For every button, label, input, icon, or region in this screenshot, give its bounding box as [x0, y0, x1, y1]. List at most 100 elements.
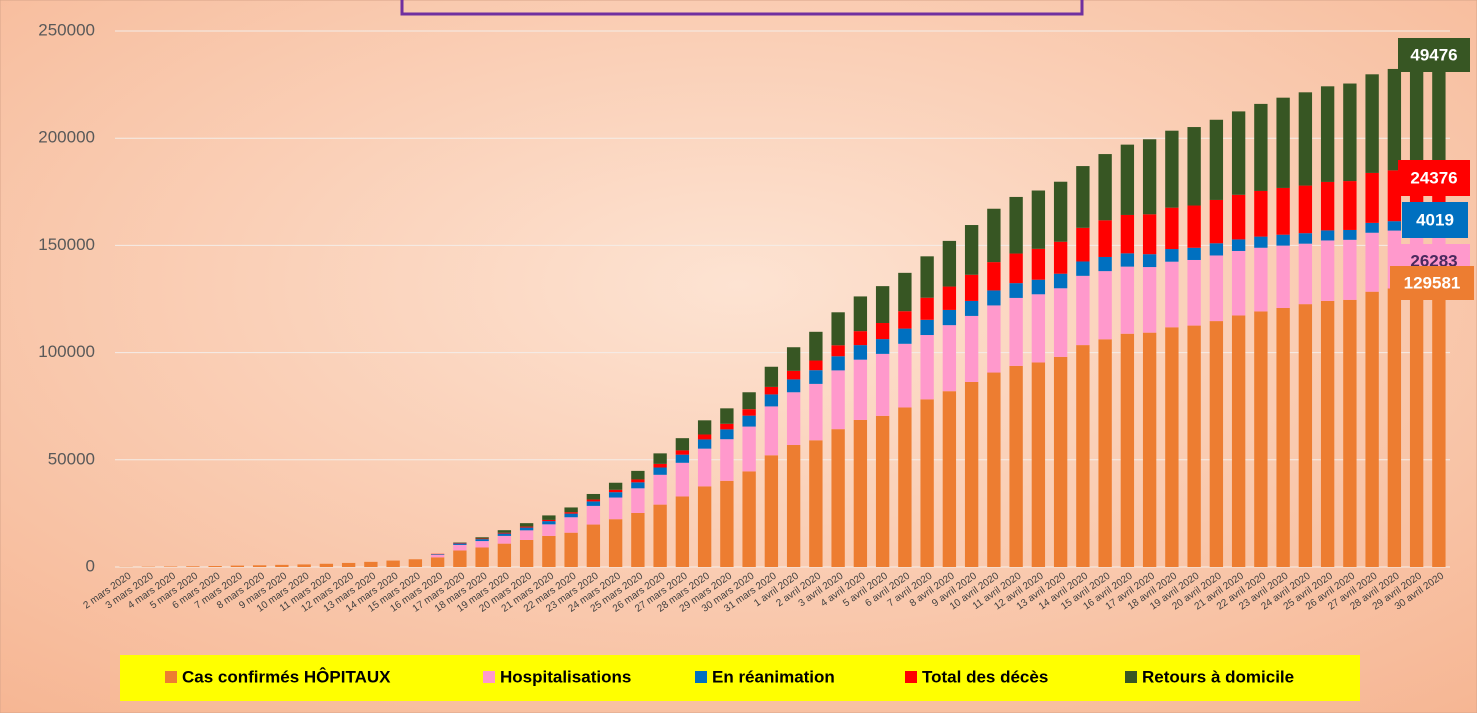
bar-segment	[943, 241, 956, 287]
bar-segment	[453, 550, 466, 567]
bar-segment	[231, 566, 244, 567]
bar-segment	[676, 463, 689, 497]
bar-segment	[1388, 288, 1401, 567]
bar-segment	[297, 564, 310, 567]
bar-segment	[742, 409, 755, 415]
bar-segment	[1343, 240, 1356, 300]
bar-segment	[876, 339, 889, 354]
legend-label: Hospitalisations	[500, 667, 631, 686]
bar-segment	[1187, 248, 1200, 260]
bar-segment	[1343, 300, 1356, 567]
bar-segment	[520, 540, 533, 567]
bar-segment	[609, 483, 622, 490]
bar-segment	[854, 296, 867, 331]
bar-segment	[1276, 188, 1289, 235]
value-label: 129581	[1404, 273, 1461, 292]
bar-segment	[898, 407, 911, 567]
bar-segment	[1032, 294, 1045, 362]
bar-segment	[698, 439, 711, 448]
bar-segment	[1032, 191, 1045, 249]
bar-segment	[498, 530, 511, 533]
bar-segment	[1121, 334, 1134, 567]
bar-segment	[653, 505, 666, 567]
bar-segment	[765, 455, 778, 567]
bar-segment	[1165, 262, 1178, 328]
bar-segment	[453, 545, 466, 551]
y-tick-label: 150000	[38, 235, 95, 254]
bar-segment	[742, 392, 755, 409]
value-label: 49476	[1410, 45, 1457, 64]
bar-segment	[1187, 260, 1200, 326]
bar-segment	[1076, 261, 1089, 275]
bar-segment	[1098, 257, 1111, 271]
bar-segment	[1276, 235, 1289, 246]
bar-segment	[653, 468, 666, 475]
bar-segment	[1009, 366, 1022, 567]
bar-segment	[386, 561, 399, 567]
bar-segment	[1254, 311, 1267, 567]
bar-segment	[475, 547, 488, 567]
bar-segment	[1365, 233, 1378, 292]
bar-segment	[720, 429, 733, 439]
bar-segment	[1076, 276, 1089, 345]
bar-segment	[1276, 98, 1289, 188]
bar-segment	[876, 323, 889, 339]
bar-segment	[1254, 237, 1267, 248]
bar-segment	[765, 406, 778, 455]
bar-segment	[876, 286, 889, 323]
bar-segment	[431, 557, 444, 567]
bar-segment	[1032, 280, 1045, 295]
bar-segment	[787, 379, 800, 392]
bar-segment	[1121, 145, 1134, 215]
bar-segment	[698, 420, 711, 434]
bar-segment	[542, 521, 555, 524]
bar-segment	[943, 310, 956, 325]
bar-segment	[898, 329, 911, 344]
legend-label: En réanimation	[712, 667, 835, 686]
bar-segment	[965, 382, 978, 567]
bar-segment	[253, 565, 266, 567]
y-tick-label: 200000	[38, 128, 95, 147]
bar-segment	[765, 387, 778, 395]
bar-segment	[1276, 246, 1289, 308]
bar-segment	[409, 559, 422, 567]
bar-segment	[987, 290, 1000, 305]
bar-segment	[1076, 166, 1089, 228]
bar-segment	[965, 275, 978, 301]
bar-segment	[1299, 92, 1312, 185]
bar-segment	[943, 325, 956, 391]
bar-segment	[1321, 230, 1334, 240]
bar-segment	[520, 523, 533, 526]
bar-segment	[831, 345, 844, 356]
bar-segment	[1143, 333, 1156, 567]
bar-segment	[876, 416, 889, 567]
bar-segment	[631, 482, 644, 488]
bar-segment	[720, 439, 733, 481]
bar-segment	[876, 354, 889, 416]
bar-segment	[854, 420, 867, 567]
bar-segment	[498, 544, 511, 567]
bar-segment	[742, 471, 755, 567]
bar-segment	[542, 515, 555, 520]
bar-segment	[1143, 267, 1156, 333]
bar-segment	[564, 533, 577, 567]
bar-segment	[809, 384, 822, 440]
bar-segment	[920, 320, 933, 335]
bar-segment	[1343, 84, 1356, 182]
bar-segment	[1365, 74, 1378, 173]
bar-segment	[1143, 214, 1156, 254]
bar-segment	[1009, 197, 1022, 254]
bar-segment	[609, 490, 622, 492]
bar-segment	[1187, 326, 1200, 567]
bar-segment	[1210, 255, 1223, 321]
bar-segment	[787, 347, 800, 371]
bar-segment	[498, 534, 511, 536]
bar-segment	[1054, 357, 1067, 567]
bar-segment	[1254, 104, 1267, 191]
bar-segment	[854, 331, 867, 345]
bar-segment	[1232, 251, 1245, 316]
bar-segment	[854, 345, 867, 360]
bar-segment	[431, 555, 444, 558]
bar-segment	[498, 533, 511, 534]
bar-segment	[831, 429, 844, 567]
